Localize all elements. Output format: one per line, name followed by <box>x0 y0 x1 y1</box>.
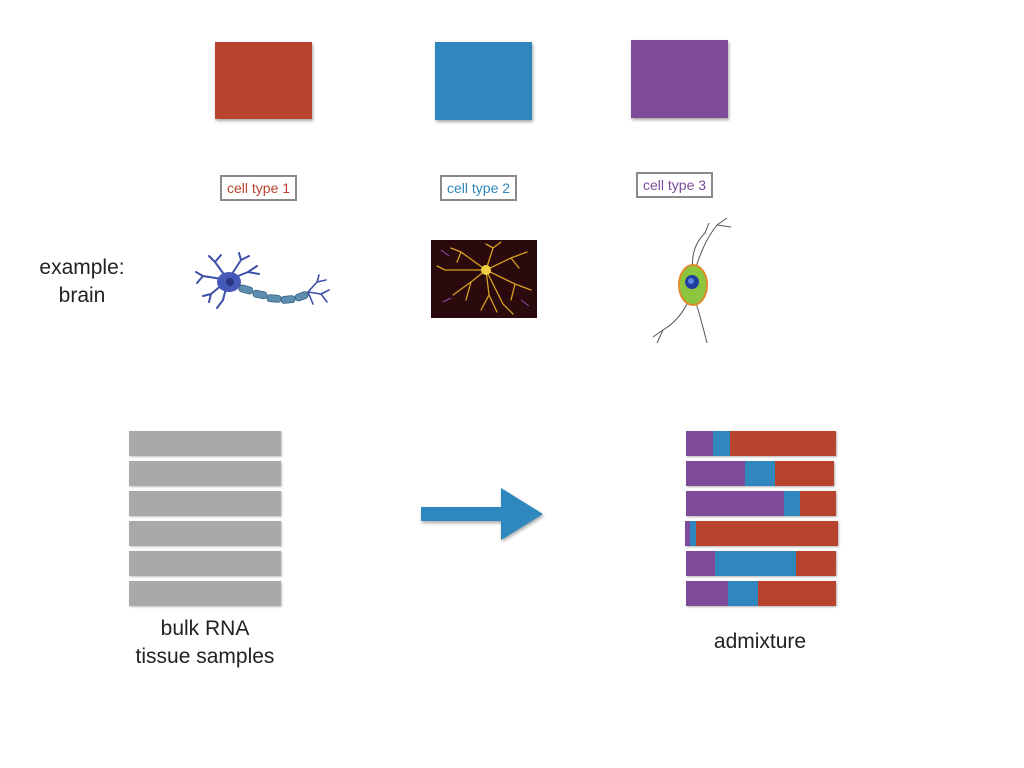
bulk-sample-bar <box>129 551 281 576</box>
bulk-rna-caption-line1: bulk RNA <box>160 617 250 640</box>
admixture-segment-purple <box>686 491 784 516</box>
admixture-segment-red <box>800 491 836 516</box>
admixture-segment-blue <box>714 551 796 576</box>
example-label: example: brain <box>22 254 142 310</box>
admixture-row <box>685 521 838 546</box>
bulk-sample-bar <box>129 581 281 606</box>
admixture-row <box>686 491 836 516</box>
admixture-segment-red <box>795 551 836 576</box>
cell-type-2-label: cell type 2 <box>440 175 518 201</box>
admixture-segment-purple <box>686 431 713 456</box>
bulk-rna-caption: bulk RNA tissue samples <box>105 615 305 671</box>
admixture-segment-purple <box>686 461 746 486</box>
bulk-sample-bar <box>129 521 281 546</box>
admixture-caption: admixture <box>713 630 807 653</box>
admixture-row <box>686 551 836 576</box>
admixture-segment-purple <box>686 581 728 606</box>
admixture-segment-blue <box>745 461 775 486</box>
example-label-line2: brain <box>58 284 106 307</box>
bulk-rna-caption-line2: tissue samples <box>135 645 275 668</box>
admixture-row <box>686 581 836 606</box>
admixture-segment-red <box>758 581 836 606</box>
bulk-sample-bar <box>129 431 281 456</box>
bipolar-cell-icon <box>652 217 732 344</box>
admixture-row <box>686 461 834 486</box>
cell-type-1-swatch <box>215 42 312 119</box>
admixture-segment-red <box>729 431 836 456</box>
admixture-segment-blue <box>783 491 800 516</box>
admixture-segment-blue <box>728 581 758 606</box>
cell-type-2-swatch <box>435 42 532 120</box>
neuron-icon <box>195 252 330 309</box>
bulk-sample-bar <box>129 461 281 486</box>
admixture-segment-purple <box>686 551 715 576</box>
astrocyte-icon <box>431 240 537 318</box>
admixture-row <box>686 431 836 456</box>
admixture-segment-red <box>695 521 838 546</box>
cell-type-3-swatch <box>631 40 728 118</box>
admixture-segment-blue <box>713 431 730 456</box>
example-label-line1: example: <box>39 256 125 279</box>
admixture-segment-purple <box>685 521 690 546</box>
cell-type-3-label: cell type 3 <box>636 172 714 198</box>
admixture-segment-red <box>774 461 834 486</box>
cell-type-1-label: cell type 1 <box>220 175 298 201</box>
bulk-sample-bar <box>129 491 281 516</box>
admixture-segment-blue <box>689 521 696 546</box>
right-arrow-icon <box>421 488 543 540</box>
